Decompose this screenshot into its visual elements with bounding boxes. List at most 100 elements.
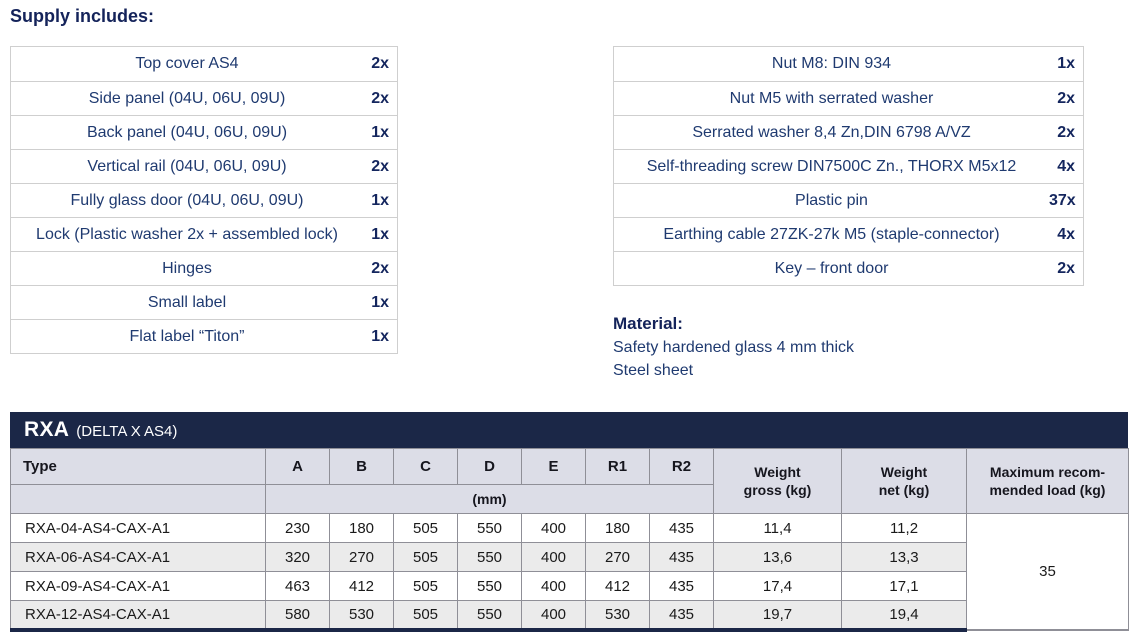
item-label: Small label bbox=[147, 293, 227, 311]
column-header-b: B bbox=[329, 448, 394, 485]
item-quantity: 1x bbox=[1057, 55, 1075, 72]
item-quantity: 1x bbox=[371, 225, 389, 243]
spec-table-section: RXA (DELTA X AS4) Type A B C D E R1 R2 W… bbox=[10, 412, 1129, 632]
dim-a: 463 bbox=[265, 571, 330, 601]
dim-d: 550 bbox=[457, 542, 522, 572]
dim-c: 505 bbox=[393, 600, 458, 632]
weight-net-cell: 11,2 bbox=[841, 513, 967, 543]
dim-c: 505 bbox=[393, 542, 458, 572]
material-line: Steel sheet bbox=[613, 362, 694, 379]
column-header-d: D bbox=[457, 448, 522, 485]
list-item: Lock (Plastic washer 2x + assembled lock… bbox=[11, 217, 397, 251]
dim-r1: 270 bbox=[585, 542, 650, 572]
item-quantity: 2x bbox=[1057, 259, 1075, 277]
item-quantity: 2x bbox=[371, 259, 389, 277]
column-header-r1: R1 bbox=[585, 448, 650, 485]
spec-table-banner: RXA (DELTA X AS4) bbox=[10, 412, 1128, 448]
list-item: Self-threading screw DIN7500C Zn., THORX… bbox=[614, 149, 1083, 183]
supply-list-right: Nut M8: DIN 934 1x Nut M5 with serrated w… bbox=[613, 46, 1084, 286]
item-label: Flat label “Titon” bbox=[129, 327, 245, 345]
weight-net-cell: 19,4 bbox=[841, 600, 967, 632]
list-item: Plastic pin 37x bbox=[614, 183, 1083, 217]
dim-r2: 435 bbox=[649, 600, 714, 632]
item-quantity: 4x bbox=[1057, 157, 1075, 175]
table-row: RXA-04-AS4-CAX-A1 230 180 505 550 400 18… bbox=[10, 513, 1129, 631]
column-header-weight-net: Weight net (kg) bbox=[841, 448, 967, 514]
item-quantity: 2x bbox=[371, 157, 389, 175]
dim-d: 550 bbox=[457, 513, 522, 543]
item-quantity: 37x bbox=[1049, 191, 1076, 209]
list-item: Side panel (04U, 06U, 09U) 2x bbox=[11, 81, 397, 115]
column-header-c: C bbox=[393, 448, 458, 485]
item-label: Hinges bbox=[162, 259, 212, 277]
column-header-r2: R2 bbox=[649, 448, 714, 485]
list-item: Serrated washer 8,4 Zn,DIN 6798 A/VZ 2x bbox=[614, 115, 1083, 149]
dim-c: 505 bbox=[393, 571, 458, 601]
item-label: Plastic pin bbox=[795, 191, 868, 209]
weight-net-cell: 13,3 bbox=[841, 542, 967, 572]
dim-a: 230 bbox=[265, 513, 330, 543]
item-label: Back panel (04U, 06U, 09U) bbox=[86, 123, 288, 141]
dim-d: 550 bbox=[457, 571, 522, 601]
column-header-max-load: Maximum recom-mended load (kg) bbox=[966, 448, 1129, 514]
item-label: Fully glass door (04U, 06U, 09U) bbox=[70, 191, 304, 209]
type-cell: RXA-04-AS4-CAX-A1 bbox=[10, 513, 266, 543]
list-item: Vertical rail (04U, 06U, 09U) 2x bbox=[11, 149, 397, 183]
column-header-a: A bbox=[265, 448, 330, 485]
item-quantity: 2x bbox=[1057, 89, 1075, 107]
weight-gross-cell: 13,6 bbox=[713, 542, 842, 572]
column-header-weight-gross: Weight gross (kg) bbox=[713, 448, 842, 514]
dim-b: 180 bbox=[329, 513, 394, 543]
product-series-subtitle: (DELTA X AS4) bbox=[76, 422, 178, 440]
item-quantity: 1x bbox=[371, 191, 389, 209]
spec-table: Type A B C D E R1 R2 Weight gross (kg) We… bbox=[10, 448, 1129, 632]
item-label: Nut M5 with serrated washer bbox=[729, 89, 934, 107]
dim-e: 400 bbox=[521, 600, 586, 632]
header-line: Weight bbox=[754, 464, 801, 480]
dim-r2: 435 bbox=[649, 542, 714, 572]
product-series-title: RXA bbox=[24, 418, 70, 441]
list-item: Top cover AS4 2x bbox=[11, 47, 397, 81]
type-cell: RXA-06-AS4-CAX-A1 bbox=[10, 542, 266, 572]
item-label: Key – front door bbox=[774, 259, 889, 277]
item-quantity: 1x bbox=[371, 293, 389, 311]
item-quantity: 4x bbox=[1057, 225, 1075, 243]
type-cell: RXA-09-AS4-CAX-A1 bbox=[10, 571, 266, 601]
header-line: net (kg) bbox=[878, 482, 930, 498]
weight-gross-cell: 19,7 bbox=[713, 600, 842, 632]
column-header-type: Type bbox=[10, 448, 266, 485]
material-line: Safety hardened glass 4 mm thick bbox=[613, 339, 855, 356]
dim-b: 530 bbox=[329, 600, 394, 632]
header-line: Maximum recom- bbox=[989, 464, 1106, 480]
dim-r2: 435 bbox=[649, 571, 714, 601]
unit-row-spacer bbox=[10, 484, 266, 514]
dim-r1: 180 bbox=[585, 513, 650, 543]
max-load-cell: 35 bbox=[966, 513, 1129, 631]
list-item: Small label 1x bbox=[11, 285, 397, 319]
header-line: mended load (kg) bbox=[989, 482, 1106, 498]
list-item: Hinges 2x bbox=[11, 251, 397, 285]
table-row: RXA-06-AS4-CAX-A1 320 270 505 550 400 27… bbox=[10, 542, 1129, 572]
supply-includes-title: Supply includes: bbox=[10, 6, 155, 26]
list-item: Fully glass door (04U, 06U, 09U) 1x bbox=[11, 183, 397, 217]
item-quantity: 2x bbox=[1057, 123, 1075, 141]
spec-header-row: Type A B C D E R1 R2 Weight gross (kg) We… bbox=[10, 448, 1129, 514]
dim-e: 400 bbox=[521, 571, 586, 601]
list-item: Nut M5 with serrated washer 2x bbox=[614, 81, 1083, 115]
dim-a: 320 bbox=[265, 542, 330, 572]
item-label: Serrated washer 8,4 Zn,DIN 6798 A/VZ bbox=[692, 123, 971, 141]
dim-b: 412 bbox=[329, 571, 394, 601]
weight-net-cell: 17,1 bbox=[841, 571, 967, 601]
unit-label-mm: (mm) bbox=[265, 484, 714, 514]
item-quantity: 1x bbox=[371, 123, 389, 141]
item-label: Top cover AS4 bbox=[135, 55, 239, 72]
list-item: Nut M8: DIN 934 1x bbox=[614, 47, 1083, 81]
item-quantity: 2x bbox=[371, 55, 389, 72]
table-row: RXA-09-AS4-CAX-A1 463 412 505 550 400 41… bbox=[10, 571, 1129, 601]
item-quantity: 2x bbox=[371, 89, 389, 107]
item-label: Side panel (04U, 06U, 09U) bbox=[88, 89, 286, 107]
item-quantity: 1x bbox=[371, 327, 389, 345]
list-item: Earthing cable 27ZK-27k M5 (staple-conne… bbox=[614, 217, 1083, 251]
dim-d: 550 bbox=[457, 600, 522, 632]
header-line: gross (kg) bbox=[743, 482, 812, 498]
